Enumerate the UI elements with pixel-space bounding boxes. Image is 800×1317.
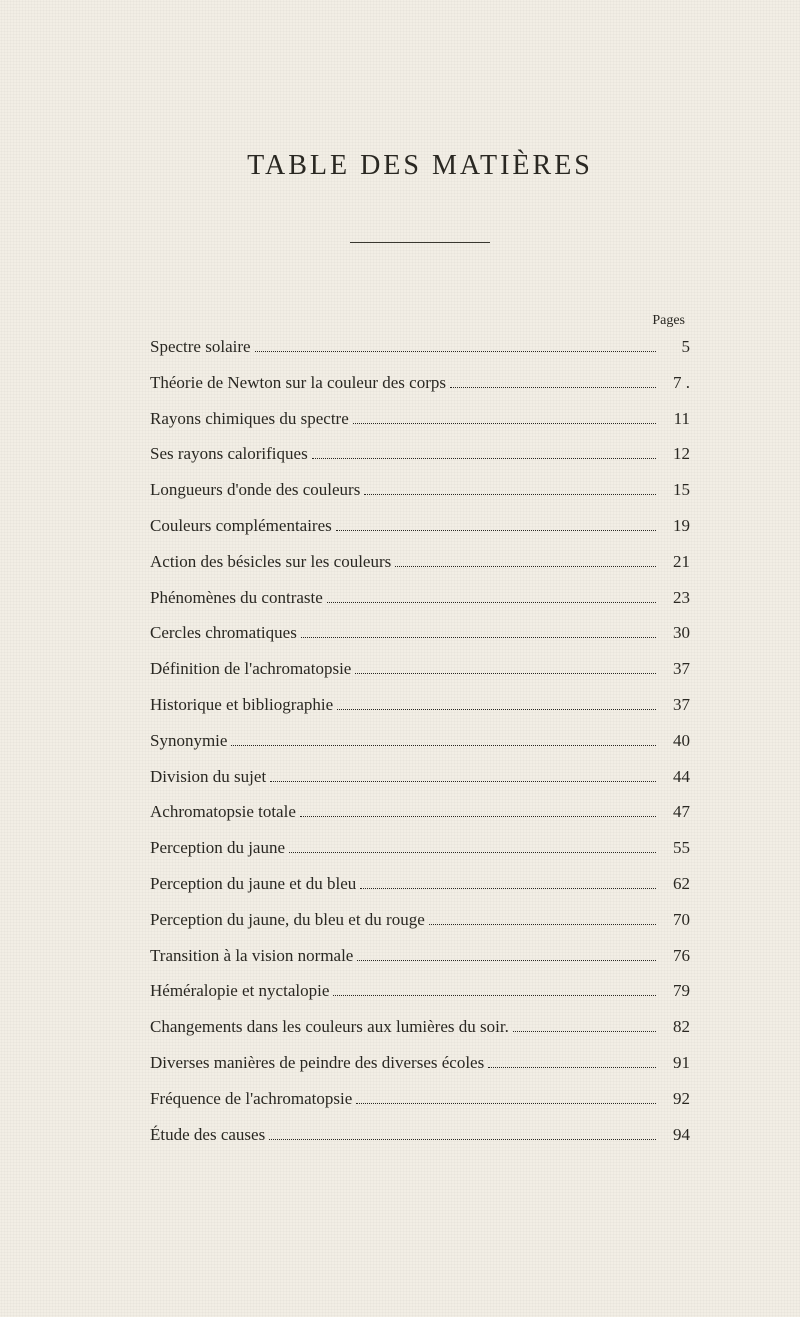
toc-entry-page: 91 bbox=[662, 1051, 690, 1075]
toc-entry: Longueurs d'onde des couleurs 15 bbox=[150, 478, 690, 502]
toc-entry-label: Diverses manières de peindre des diverse… bbox=[150, 1051, 484, 1075]
toc-entry: Achromatopsie totale 47 bbox=[150, 800, 690, 824]
toc-entry-page: 79 bbox=[662, 979, 690, 1003]
page-title: TABLE DES MATIÈRES bbox=[150, 150, 690, 182]
toc-entry: Cercles chromatiques 30 bbox=[150, 621, 690, 645]
toc-entry: Historique et bibliographie 37 bbox=[150, 693, 690, 717]
toc-leader-dots bbox=[300, 816, 656, 817]
toc-entry-label: Phénomènes du contraste bbox=[150, 586, 323, 610]
toc-entry: Spectre solaire 5 bbox=[150, 335, 690, 359]
toc-leader-dots bbox=[357, 960, 656, 961]
toc-entry: Héméralopie et nyctalopie 79 bbox=[150, 979, 690, 1003]
toc-leader-dots bbox=[356, 1103, 656, 1104]
toc-entry-page: 37 bbox=[662, 657, 690, 681]
toc-leader-dots bbox=[231, 745, 656, 746]
toc-entry-label: Couleurs complémentaires bbox=[150, 514, 332, 538]
toc-entry-label: Division du sujet bbox=[150, 765, 266, 789]
toc-entry-page: 5 bbox=[662, 335, 690, 359]
toc-entry-page: 55 bbox=[662, 836, 690, 860]
toc-entry-page: 12 bbox=[662, 442, 690, 466]
table-of-contents: Spectre solaire 5 Théorie de Newton sur la… bbox=[150, 335, 690, 1146]
toc-entry-label: Perception du jaune, du bleu et du rouge bbox=[150, 908, 425, 932]
toc-entry: Synonymie 40 bbox=[150, 729, 690, 753]
toc-leader-dots bbox=[336, 530, 656, 531]
toc-entry: Perception du jaune et du bleu 62 bbox=[150, 872, 690, 896]
toc-entry-label: Fréquence de l'achromatopsie bbox=[150, 1087, 352, 1111]
toc-leader-dots bbox=[360, 888, 656, 889]
toc-entry-page: 7 . bbox=[662, 371, 690, 395]
toc-entry-label: Changements dans les couleurs aux lumièr… bbox=[150, 1015, 509, 1039]
toc-leader-dots bbox=[429, 924, 656, 925]
toc-entry-page: 23 bbox=[662, 586, 690, 610]
toc-entry-page: 76 bbox=[662, 944, 690, 968]
title-separator bbox=[350, 242, 490, 243]
toc-entry: Transition à la vision normale 76 bbox=[150, 944, 690, 968]
page-container: TABLE DES MATIÈRES Pages Spectre solaire… bbox=[0, 0, 800, 1218]
toc-leader-dots bbox=[513, 1031, 656, 1032]
toc-leader-dots bbox=[364, 494, 656, 495]
toc-leader-dots bbox=[355, 673, 656, 674]
toc-entry: Perception du jaune, du bleu et du rouge… bbox=[150, 908, 690, 932]
toc-entry-label: Ses rayons calorifiques bbox=[150, 442, 308, 466]
toc-entry-label: Historique et bibliographie bbox=[150, 693, 333, 717]
toc-entry-label: Action des bésicles sur les couleurs bbox=[150, 550, 391, 574]
toc-entry-page: 11 bbox=[662, 407, 690, 431]
toc-entry-label: Cercles chromatiques bbox=[150, 621, 297, 645]
toc-leader-dots bbox=[450, 387, 656, 388]
toc-entry: Ses rayons calorifiques 12 bbox=[150, 442, 690, 466]
toc-entry: Phénomènes du contraste 23 bbox=[150, 586, 690, 610]
toc-leader-dots bbox=[337, 709, 656, 710]
toc-entry-label: Perception du jaune et du bleu bbox=[150, 872, 356, 896]
toc-entry-page: 37 bbox=[662, 693, 690, 717]
toc-entry-label: Achromatopsie totale bbox=[150, 800, 296, 824]
toc-entry: Définition de l'achromatopsie 37 bbox=[150, 657, 690, 681]
toc-entry-label: Longueurs d'onde des couleurs bbox=[150, 478, 360, 502]
toc-leader-dots bbox=[269, 1139, 656, 1140]
toc-entry: Étude des causes 94 bbox=[150, 1123, 690, 1147]
toc-entry: Fréquence de l'achromatopsie 92 bbox=[150, 1087, 690, 1111]
toc-leader-dots bbox=[327, 602, 656, 603]
toc-entry-page: 30 bbox=[662, 621, 690, 645]
toc-entry-label: Synonymie bbox=[150, 729, 227, 753]
toc-entry: Théorie de Newton sur la couleur des cor… bbox=[150, 371, 690, 395]
toc-entry: Division du sujet 44 bbox=[150, 765, 690, 789]
toc-entry-label: Étude des causes bbox=[150, 1123, 265, 1147]
toc-entry-page: 44 bbox=[662, 765, 690, 789]
toc-leader-dots bbox=[353, 423, 656, 424]
toc-entry: Action des bésicles sur les couleurs 21 bbox=[150, 550, 690, 574]
toc-entry-label: Rayons chimiques du spectre bbox=[150, 407, 349, 431]
toc-entry-label: Définition de l'achromatopsie bbox=[150, 657, 351, 681]
toc-leader-dots bbox=[255, 351, 656, 352]
toc-entry-label: Transition à la vision normale bbox=[150, 944, 353, 968]
toc-entry-page: 70 bbox=[662, 908, 690, 932]
toc-entry: Couleurs complémentaires 19 bbox=[150, 514, 690, 538]
toc-leader-dots bbox=[395, 566, 656, 567]
toc-entry-label: Héméralopie et nyctalopie bbox=[150, 979, 329, 1003]
toc-leader-dots bbox=[270, 781, 656, 782]
toc-leader-dots bbox=[488, 1067, 656, 1068]
toc-entry: Rayons chimiques du spectre 11 bbox=[150, 407, 690, 431]
toc-leader-dots bbox=[312, 458, 656, 459]
toc-entry-page: 47 bbox=[662, 800, 690, 824]
toc-entry: Diverses manières de peindre des diverse… bbox=[150, 1051, 690, 1075]
toc-leader-dots bbox=[301, 637, 656, 638]
toc-entry-page: 19 bbox=[662, 514, 690, 538]
toc-entry-page: 92 bbox=[662, 1087, 690, 1111]
toc-entry-label: Perception du jaune bbox=[150, 836, 285, 860]
toc-entry-page: 82 bbox=[662, 1015, 690, 1039]
pages-column-header: Pages bbox=[150, 313, 690, 329]
toc-entry-page: 94 bbox=[662, 1123, 690, 1147]
toc-entry: Changements dans les couleurs aux lumièr… bbox=[150, 1015, 690, 1039]
toc-entry-page: 21 bbox=[662, 550, 690, 574]
toc-entry-label: Spectre solaire bbox=[150, 335, 251, 359]
toc-leader-dots bbox=[289, 852, 656, 853]
toc-entry-page: 40 bbox=[662, 729, 690, 753]
toc-entry-page: 62 bbox=[662, 872, 690, 896]
toc-entry: Perception du jaune 55 bbox=[150, 836, 690, 860]
toc-entry-page: 15 bbox=[662, 478, 690, 502]
toc-leader-dots bbox=[333, 995, 656, 996]
toc-entry-label: Théorie de Newton sur la couleur des cor… bbox=[150, 371, 446, 395]
